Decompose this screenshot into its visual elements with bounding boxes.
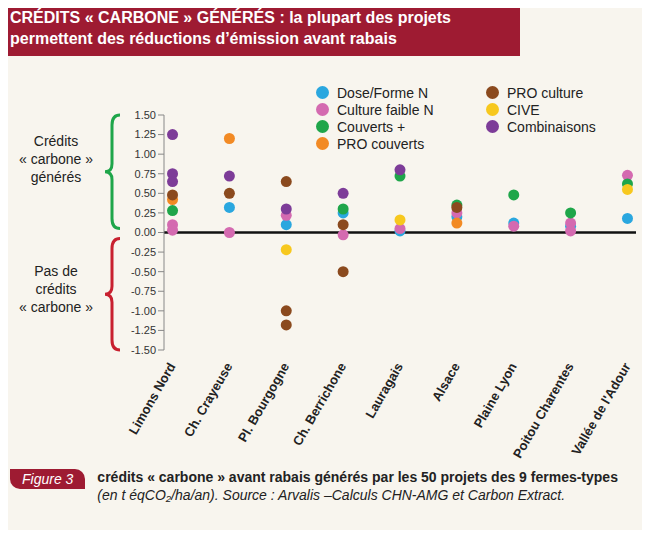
html-text:Culture faible N: Culture faible N	[337, 101, 434, 118]
html-text:Dose/Forme N: Dose/Forme N	[337, 84, 428, 101]
svg-text:Ch. Crayeuse: Ch. Crayeuse	[181, 360, 236, 439]
html-text:CRÉDITS « CARBONE » GÉNÉRÉS :: CRÉDITS « CARBONE » GÉNÉRÉS : la plupart…	[10, 9, 451, 47]
svg-text:-1.00: -1.00	[131, 305, 156, 317]
svg-text:0.00: 0.00	[135, 226, 156, 238]
svg-text:-0.75: -0.75	[131, 285, 156, 297]
html-text:crédits « carbone » avant raba: crédits « carbone » avant rabais générés…	[97, 469, 618, 485]
svg-text:1.50: 1.50	[135, 109, 156, 121]
svg-text:Pl. Bourgogne: Pl. Bourgogne	[235, 360, 292, 444]
html-text:PRO culture: PRO culture	[507, 84, 584, 101]
svg-text:Plaine Lyon: Plaine Lyon	[471, 360, 520, 430]
html-text:Figure 3: Figure 3	[22, 471, 74, 487]
svg-text:Ch. Berrichone: Ch. Berrichone	[290, 360, 350, 448]
svg-text:1.25: 1.25	[135, 128, 156, 140]
svg-text:1.00: 1.00	[135, 148, 156, 160]
svg-text:Limons Nord: Limons Nord	[126, 360, 179, 437]
svg-text:Lauragais: Lauragais	[362, 360, 406, 421]
svg-text:0.25: 0.25	[135, 207, 156, 219]
svg-text:0.75: 0.75	[135, 168, 156, 180]
svg-text:-1.25: -1.25	[131, 324, 156, 336]
svg-text:-0.50: -0.50	[131, 266, 156, 278]
html-text:Crédits « carbone » générés: Crédits « carbone » générés	[19, 133, 93, 185]
svg-text:-1.50: -1.50	[131, 344, 156, 356]
html-text:CIVE: CIVE	[507, 101, 540, 118]
svg-text:Poitou Charentes: Poitou Charentes	[510, 360, 577, 460]
html-text:(en t éqCO₂/ha/an). Source : A: (en t éqCO₂/ha/an). Source : Arvalis –Ca…	[97, 487, 566, 503]
svg-text:-0.25: -0.25	[131, 246, 156, 258]
html-text:Couverts +: Couverts +	[337, 118, 406, 135]
html-text:Pas de crédits « carbone »: Pas de crédits « carbone »	[19, 263, 93, 315]
html-text:Combinaisons: Combinaisons	[507, 118, 596, 135]
svg-text:Vallée de l'Adour: Vallée de l'Adour	[568, 360, 633, 458]
svg-text:0.50: 0.50	[135, 187, 156, 199]
svg-text:Alsace: Alsace	[429, 360, 463, 404]
html-text:PRO couverts: PRO couverts	[337, 135, 425, 152]
